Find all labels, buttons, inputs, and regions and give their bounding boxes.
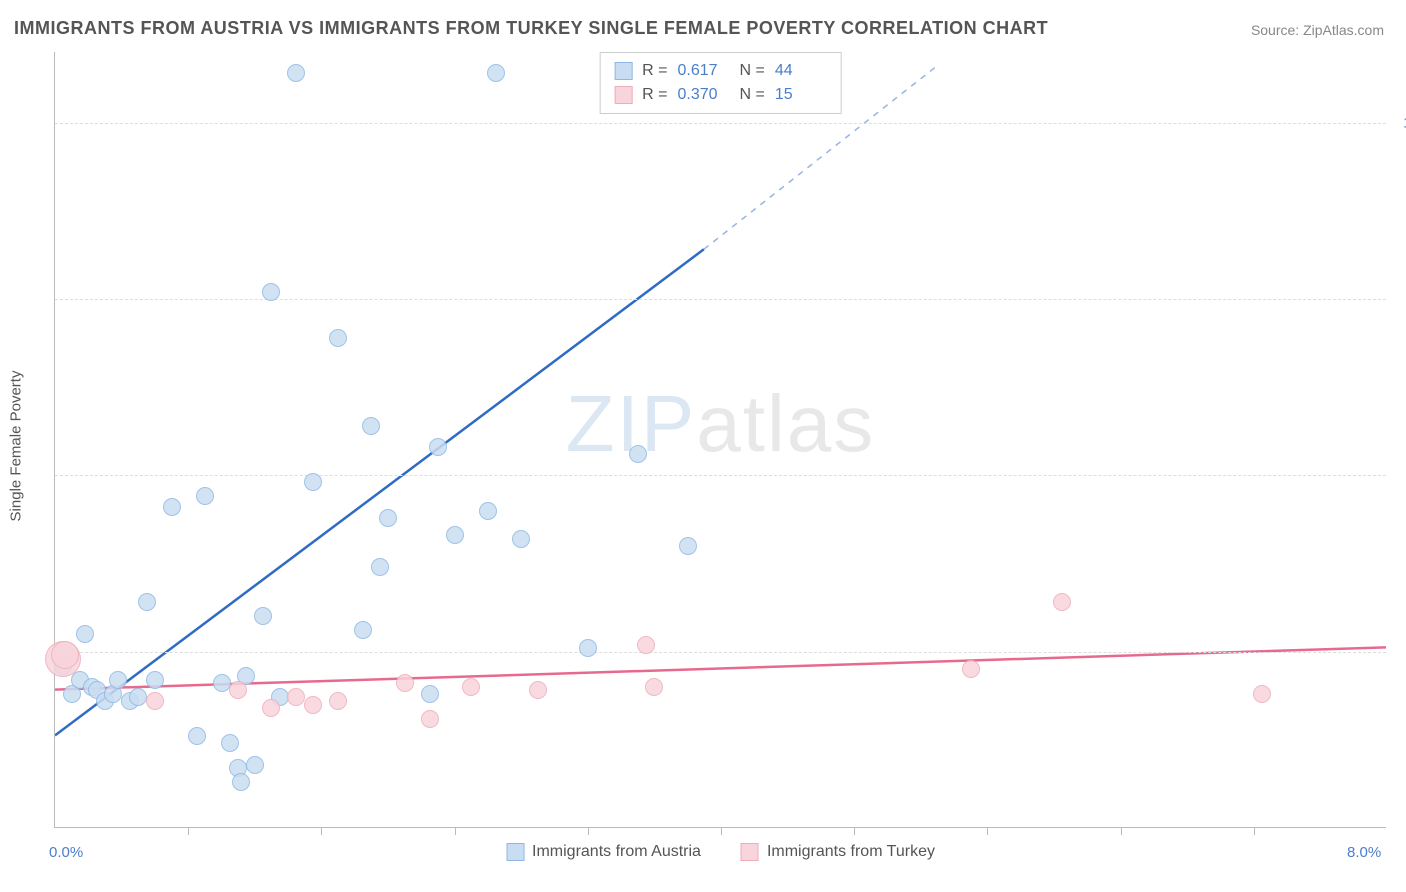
data-point [254,607,272,625]
gridline-horizontal [55,652,1386,653]
source-attribution: Source: ZipAtlas.com [1251,22,1384,38]
data-point [1253,685,1271,703]
data-point [51,641,79,669]
x-tick-label: 8.0% [1347,844,1381,861]
data-point [213,674,231,692]
data-point [262,283,280,301]
data-point [188,727,206,745]
data-point [637,636,655,654]
x-minor-tick [1121,827,1122,835]
legend-swatch [614,62,632,80]
data-point [304,473,322,491]
data-point [329,329,347,347]
data-point [446,526,464,544]
data-point [379,509,397,527]
r-label: R = [642,62,667,80]
data-point [679,537,697,555]
trend-line [55,647,1386,689]
gridline-horizontal [55,299,1386,300]
n-label: N = [740,62,765,80]
data-point [462,678,480,696]
x-minor-tick [321,827,322,835]
r-value: 0.617 [678,62,730,80]
data-point [304,696,322,714]
legend-label: Immigrants from Turkey [767,843,935,861]
x-minor-tick [455,827,456,835]
data-point [129,688,147,706]
data-point [429,438,447,456]
trend-lines-layer [55,52,1386,827]
y-axis-label: Single Female Poverty [8,371,25,522]
data-point [396,674,414,692]
data-point [246,756,264,774]
data-point [479,502,497,520]
data-point [421,710,439,728]
x-minor-tick [1254,827,1255,835]
data-point [629,445,647,463]
correlation-stats-box: R = 0.617 N = 44 R = 0.370 N = 15 [599,52,842,114]
data-point [287,688,305,706]
x-tick-label: 0.0% [49,844,83,861]
x-minor-tick [588,827,589,835]
data-point [109,671,127,689]
data-point [229,681,247,699]
data-point [362,417,380,435]
r-value: 0.370 [678,86,730,104]
data-point [421,685,439,703]
data-point [579,639,597,657]
n-value: 44 [775,62,827,80]
chart-title: IMMIGRANTS FROM AUSTRIA VS IMMIGRANTS FR… [14,18,1048,39]
watermark: ZIPatlas [566,378,875,470]
data-point [962,660,980,678]
data-point [287,64,305,82]
data-point [354,621,372,639]
data-point [146,692,164,710]
legend-swatch [614,86,632,104]
gridline-horizontal [55,123,1386,124]
gridline-horizontal [55,475,1386,476]
x-minor-tick [987,827,988,835]
data-point [196,487,214,505]
data-point [262,699,280,717]
data-point [1053,593,1071,611]
data-point [221,734,239,752]
data-point [529,681,547,699]
bottom-legend: Immigrants from Austria Immigrants from … [506,843,935,861]
plot-area: ZIPatlas R = 0.617 N = 44 R = 0.370 N = … [54,52,1386,828]
data-point [487,64,505,82]
legend-item: Immigrants from Austria [506,843,701,861]
r-label: R = [642,86,667,104]
legend-swatch [741,843,759,861]
data-point [512,530,530,548]
trend-line [55,249,704,735]
legend-item: Immigrants from Turkey [741,843,935,861]
legend-swatch [506,843,524,861]
data-point [163,498,181,516]
n-label: N = [740,86,765,104]
data-point [76,625,94,643]
data-point [146,671,164,689]
data-point [138,593,156,611]
stats-row: R = 0.617 N = 44 [614,59,827,83]
data-point [232,773,250,791]
data-point [371,558,389,576]
data-point [329,692,347,710]
x-minor-tick [854,827,855,835]
legend-label: Immigrants from Austria [532,843,701,861]
x-minor-tick [721,827,722,835]
x-minor-tick [188,827,189,835]
stats-row: R = 0.370 N = 15 [614,83,827,107]
n-value: 15 [775,86,827,104]
data-point [645,678,663,696]
